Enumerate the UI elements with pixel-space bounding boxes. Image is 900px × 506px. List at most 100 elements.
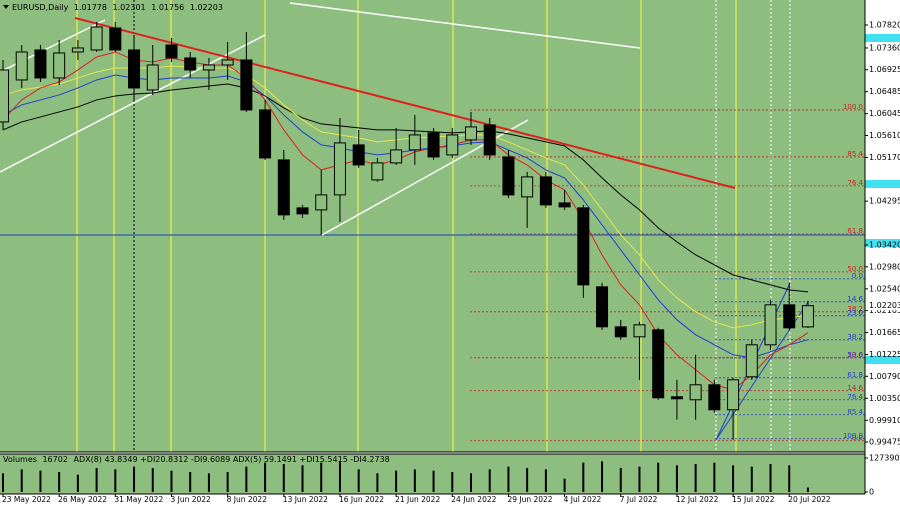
candle-body [446,134,459,156]
y-tick-label: 1.00790 [869,372,900,381]
candle-body [315,194,328,211]
candle-body [128,49,141,89]
candle-body [465,126,477,141]
candle-body [277,159,290,216]
x-tick-label: 16 Jun 2022 [339,495,384,504]
price-marker [865,239,900,247]
candle-body [577,207,590,286]
chart-header: EURUSD,Daily 1.01778 1.02301 1.01756 1.0… [12,3,223,12]
candle-body [670,396,683,400]
fib-label: 76.4 [847,393,863,401]
volume-header: Volumes 16702 ADX(8) 43.8349 +DI20.8312 … [3,455,390,464]
moving-average [2,83,809,293]
y-tick-label: 1.02540 [869,284,900,293]
volume-title: Volumes [3,455,37,464]
x-tick-label: 26 May 2022 [58,495,107,504]
y-tick-label: 1.06045 [869,109,900,118]
price-panel [0,0,865,452]
x-tick-label: 4 Jul 2022 [564,495,602,504]
candle-body [109,27,122,51]
x-tick-label: 7 Jul 2022 [620,495,658,504]
fib-label: 14.6 [847,295,863,303]
candle-body [259,109,272,159]
candle-body [90,26,103,51]
axes: 1.07820 1.07360 1.06925 1.06485 1.06045 1.056… [2,20,900,504]
candle-body [240,59,253,111]
candle-body [146,64,159,91]
fib-label: 85.4 [847,150,863,158]
y-tick-label: 1.03420 [869,240,900,249]
y-tick-label: 1.01225 [869,350,900,359]
candle-body [502,156,515,196]
fib-label: 0.0 [852,434,863,442]
fib-label: 61.8 [847,227,863,235]
indicator-values: ADX(8) 43.8349 +DI20.8312 -DI9.6089 ADX(… [73,455,389,464]
fib-label: 50.0 [847,265,863,273]
candle-body [202,64,215,71]
y-tick-label: 1.06485 [869,87,900,96]
header: EURUSD,Daily 1.01778 1.02301 1.01756 1.0… [3,3,390,464]
price-marker [865,34,900,42]
trend-line [74,17,736,189]
candle-body [745,344,758,378]
candle-body [483,124,496,156]
candle-body [221,59,234,66]
y-tick-label: 1.02105 [869,306,900,315]
volume-panel [0,454,865,494]
candle-body [764,304,777,346]
candle-body [708,384,721,411]
x-tick-label: 23 May 2022 [2,495,51,504]
current-price-label: 1.02203 [869,301,900,310]
candle-body [783,304,796,329]
fib-label: 100.0 [843,103,863,111]
y-tick-label: 0.99910 [869,416,900,425]
candle-body [801,305,814,328]
symbol: EURUSD,Daily [12,3,69,12]
fib-label: 38.2 [847,305,863,313]
candle-body [427,132,440,158]
volume-last: 16702 [42,455,67,464]
candle-body [633,324,646,338]
candle-body [184,57,197,71]
ohlc-high: 1.02301 [113,3,146,12]
candle-body [34,49,47,79]
y-tick-label: 1.04295 [869,197,900,206]
candle-body [727,379,740,411]
candle-body [614,326,627,338]
fib-label: 14.6 [847,384,863,392]
volume-tick-label: 0 [869,488,874,497]
candle-body [371,162,384,181]
x-tick-label: 21 Jun 2022 [395,495,440,504]
y-tick-label: 1.05610 [869,131,900,140]
y-tick-label: 1.07820 [869,20,900,29]
fib-label: 38.2 [847,333,863,341]
candle-body [352,144,365,166]
x-tick-label: 29 Jun 2022 [507,495,552,504]
fib-label: 61.8 [847,371,863,379]
candle-body [652,329,665,399]
candle-body [408,134,421,151]
y-tick-label: 1.06925 [869,65,900,74]
x-tick-label: 13 Jun 2022 [283,495,328,504]
candle-body [165,44,178,59]
candle-body [296,207,309,215]
y-tick-label: 1.01665 [869,328,900,337]
candle-body [596,286,609,328]
candle-body [539,176,552,206]
icon [3,5,9,9]
candle-body [558,202,571,208]
y-tick-label: 1.02980 [869,262,900,271]
fib-label: 100.0 [843,432,863,440]
x-tick-label: 3 Jun 2022 [170,495,211,504]
fib-label: 76.4 [847,179,863,187]
candle-body [333,142,346,196]
y-tick-label: 1.05170 [869,153,900,162]
fib-label: 85.4 [847,408,863,416]
candle-body [689,384,702,401]
y-tick-label: 1.07360 [869,43,900,52]
fib-label: 50.0 [847,351,863,359]
trend-line [289,2,641,49]
current-price-box [866,301,900,311]
x-tick-label: 31 May 2022 [114,495,163,504]
